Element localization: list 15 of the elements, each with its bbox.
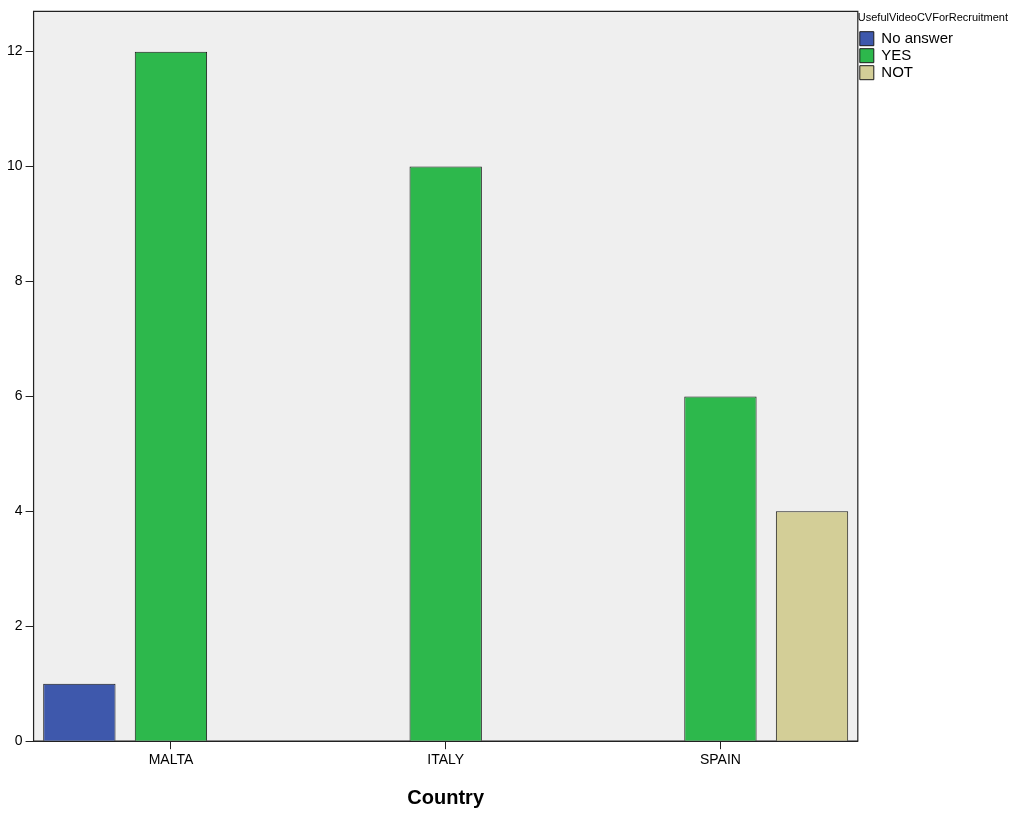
y-tick-label: 0 xyxy=(14,732,23,749)
legend-title: UsefulVideoCVForRecruitment xyxy=(857,10,1009,23)
x-axis-title: Country xyxy=(407,785,485,808)
y-tick-label: 12 xyxy=(6,42,23,59)
y-tick-label: 8 xyxy=(14,272,23,289)
y-tick-label: 4 xyxy=(14,502,23,519)
x-tick-label: MALTA xyxy=(148,751,194,768)
x-tick-label: SPAIN xyxy=(699,751,741,768)
y-tick-label: 10 xyxy=(6,157,23,174)
x-tick-label: ITALY xyxy=(427,751,465,768)
legend-label: No answer xyxy=(881,28,954,46)
legend-label: YES xyxy=(881,45,912,63)
legend-label: NOT xyxy=(881,62,913,80)
y-tick-label: 2 xyxy=(14,617,23,634)
y-tick-label: 6 xyxy=(14,387,23,404)
